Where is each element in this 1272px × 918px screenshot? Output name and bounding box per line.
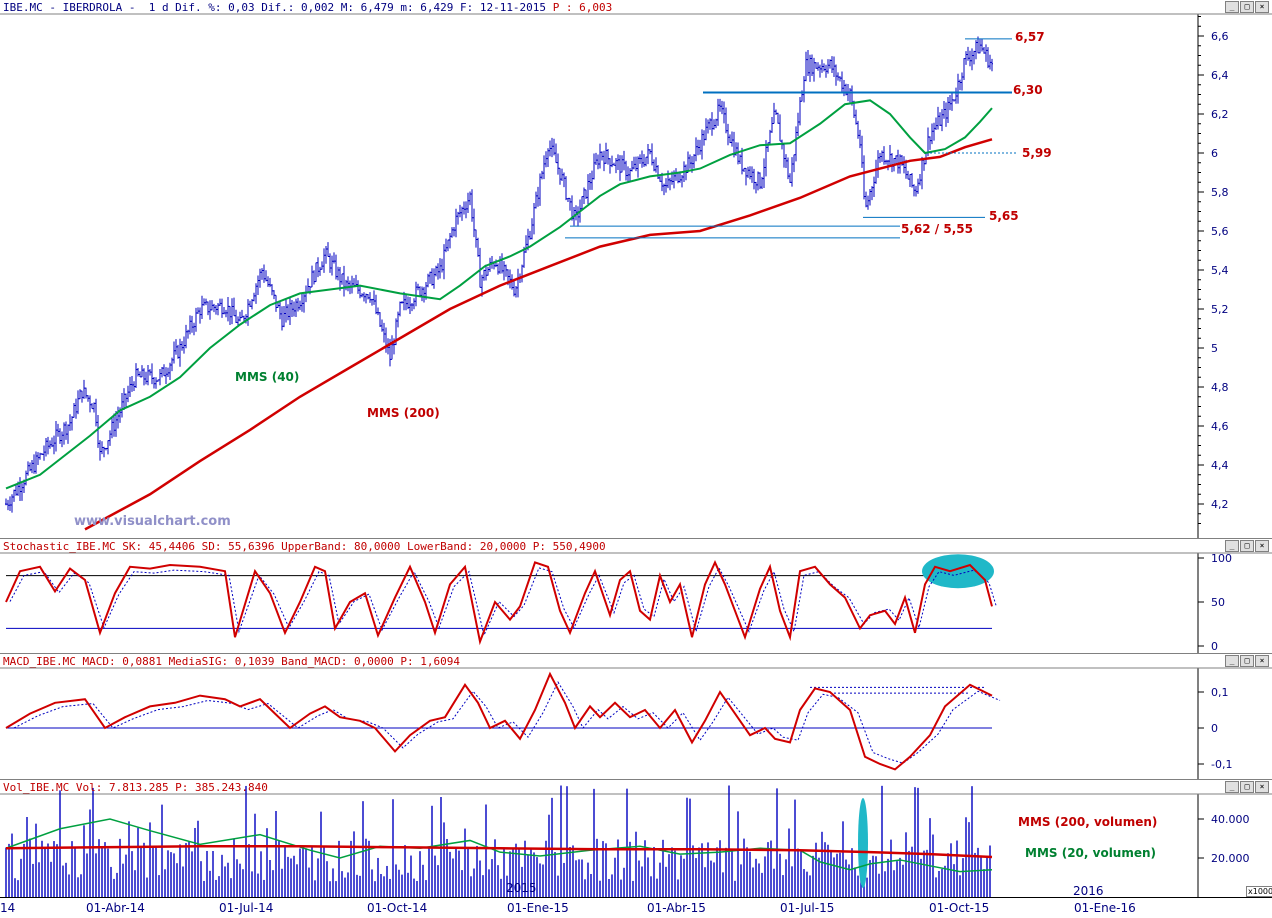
- x-label-3: 01-Oct-14: [367, 901, 428, 915]
- level-562-555: 5,62 / 5,55: [901, 222, 973, 236]
- level-565: 5,65: [989, 209, 1019, 223]
- price-y-tick-label: 6,2: [1211, 108, 1229, 121]
- maximize-button[interactable]: □: [1240, 540, 1254, 552]
- minimize-button[interactable]: _: [1225, 781, 1239, 793]
- price-y-tick-label: 4,6: [1211, 420, 1229, 433]
- x-label-4: 01-Ene-15: [507, 901, 569, 915]
- price-y-tick-label: 5,4: [1211, 264, 1229, 277]
- price-y-tick-label: 6,4: [1211, 69, 1229, 82]
- macd-signal-line: [13, 681, 1001, 764]
- price-y-tick-label: 5: [1211, 342, 1218, 355]
- price-y-tick-label: 5,8: [1211, 186, 1229, 199]
- price-header: IBE.MC - IBERDROLA - 1 d Dif. %: 0,03 Di…: [3, 1, 612, 14]
- price-y-tick-label: 6: [1211, 147, 1218, 160]
- price-y-tick-label: 4,2: [1211, 498, 1229, 511]
- x-label-8: 01-Ene-16: [1074, 901, 1136, 915]
- stoch-sd-line: [9, 566, 997, 637]
- stoch-y-tick-label: 50: [1211, 596, 1225, 609]
- vol-mms200-line: [5, 845, 993, 859]
- close-button[interactable]: ×: [1255, 540, 1269, 552]
- x-axis: 14 01-Abr-14 01-Jul-14 01-Oct-14 01-Ene-…: [0, 884, 1272, 918]
- x-label-0: 14: [0, 901, 16, 915]
- close-button[interactable]: ×: [1255, 781, 1269, 793]
- x-label-5: 01-Abr-15: [647, 901, 706, 915]
- maximize-button[interactable]: □: [1240, 1, 1254, 13]
- stoch-highlight: [922, 554, 994, 589]
- volume-highlight: [858, 798, 868, 888]
- price-y-tick-label: 4,8: [1211, 381, 1229, 394]
- macd-y-tick-label: -0,1: [1211, 758, 1232, 771]
- vol-mms20-line: [5, 818, 993, 873]
- mms40-line: [5, 99, 993, 490]
- macd-header: MACD_IBE.MC MACD: 0,0881 MediaSIG: 0,103…: [3, 655, 460, 668]
- price-window-buttons: _ □ ×: [1225, 1, 1269, 13]
- close-button[interactable]: ×: [1255, 1, 1269, 13]
- label-vol-mms20: MMS (20, volumen): [1025, 846, 1157, 860]
- stochastic-chart: 100 50 0: [0, 552, 1272, 653]
- maximize-button[interactable]: □: [1240, 655, 1254, 667]
- mms200-line: [84, 138, 993, 531]
- macd-panel: 0,1 0 -0,1 MACD_IBE.MC MACD: 0,0881 MediaS…: [0, 654, 1272, 780]
- stoch-y-tick-label: 100: [1211, 552, 1232, 565]
- stochastic-header: Stochastic_IBE.MC SK: 45,4406 SD: 55,639…: [3, 540, 606, 553]
- x-label-1: 01-Abr-14: [86, 901, 145, 915]
- stochastic-window-buttons: _ □ ×: [1225, 540, 1269, 552]
- x-label-6: 01-Jul-15: [780, 901, 835, 915]
- macd-chart: 0,1 0 -0,1: [0, 667, 1272, 779]
- x-label-2: 01-Jul-14: [219, 901, 274, 915]
- macd-y-tick-label: 0,1: [1211, 686, 1229, 699]
- price-header-text: IBE.MC - IBERDROLA - 1 d Dif. %: 0,03 Di…: [3, 1, 547, 14]
- year-marker-2015: 2015: [506, 881, 537, 895]
- level-599: 5,99: [1022, 146, 1052, 160]
- stochastic-panel: 100 50 0 Stochastic_IBE.MC SK: 45,4406 SD:…: [0, 539, 1272, 654]
- minimize-button[interactable]: _: [1225, 655, 1239, 667]
- label-mms40: MMS (40): [235, 370, 300, 384]
- close-button[interactable]: ×: [1255, 655, 1269, 667]
- macd-window-buttons: _ □ ×: [1225, 655, 1269, 667]
- watermark: www.visualchart.com: [74, 514, 231, 529]
- level-630: 6,30: [1013, 83, 1043, 97]
- price-header-p: P : 6,003: [552, 1, 613, 14]
- volume-window-buttons: _ □ ×: [1225, 781, 1269, 793]
- macd-y-tick-label: 0: [1211, 722, 1218, 735]
- vol-y-tick-label: 20.000: [1211, 852, 1250, 865]
- volume-unit: x1000: [1246, 886, 1272, 897]
- maximize-button[interactable]: □: [1240, 781, 1254, 793]
- stoch-sk-line: [5, 559, 993, 646]
- price-chart: 6,6 6,4 6,2 6 5,8 5,6 5,4 5,2 5 4,8 4,6 4,4 4,2: [0, 13, 1272, 538]
- label-vol-mms200: MMS (200, volumen): [1018, 815, 1158, 829]
- minimize-button[interactable]: _: [1225, 1, 1239, 13]
- x-label-7: 01-Oct-15: [929, 901, 990, 915]
- price-y-tick-label: 5,6: [1211, 225, 1229, 238]
- macd-line: [5, 671, 993, 771]
- volume-chart: 40.000 20.000: [0, 785, 1272, 897]
- x-year-2016: 2016: [1073, 884, 1104, 898]
- price-y-tick-label: 6,6: [1211, 30, 1229, 43]
- volume-panel: 40.000 20.000 Vol_IBE.MC Vol: 7.813.285 P…: [0, 780, 1272, 897]
- vol-y-tick-label: 40.000: [1211, 813, 1250, 826]
- price-y-tick-label: 5,2: [1211, 303, 1229, 316]
- price-y-tick-label: 4,4: [1211, 459, 1229, 472]
- price-panel: 6,6 6,4 6,2 6 5,8 5,6 5,4 5,2 5 4,8 4,6 4,4 4,2 IBE.…: [0, 0, 1272, 539]
- label-mms200: MMS (200): [367, 406, 440, 420]
- volume-header: Vol_IBE.MC Vol: 7.813.285 P: 385.243.840: [3, 781, 268, 794]
- level-657: 6,57: [1015, 30, 1045, 44]
- stoch-y-tick-label: 0: [1211, 640, 1218, 653]
- minimize-button[interactable]: _: [1225, 540, 1239, 552]
